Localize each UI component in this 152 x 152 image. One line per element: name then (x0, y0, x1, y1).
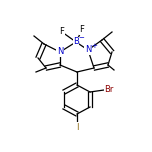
Text: +: + (91, 43, 97, 49)
Text: F: F (60, 28, 64, 36)
Text: F: F (79, 26, 85, 35)
Text: N: N (85, 45, 91, 55)
Text: B: B (73, 38, 79, 47)
Text: I: I (76, 123, 78, 131)
Text: N: N (57, 47, 63, 57)
Text: Br: Br (104, 85, 113, 95)
Text: −: − (78, 35, 84, 41)
